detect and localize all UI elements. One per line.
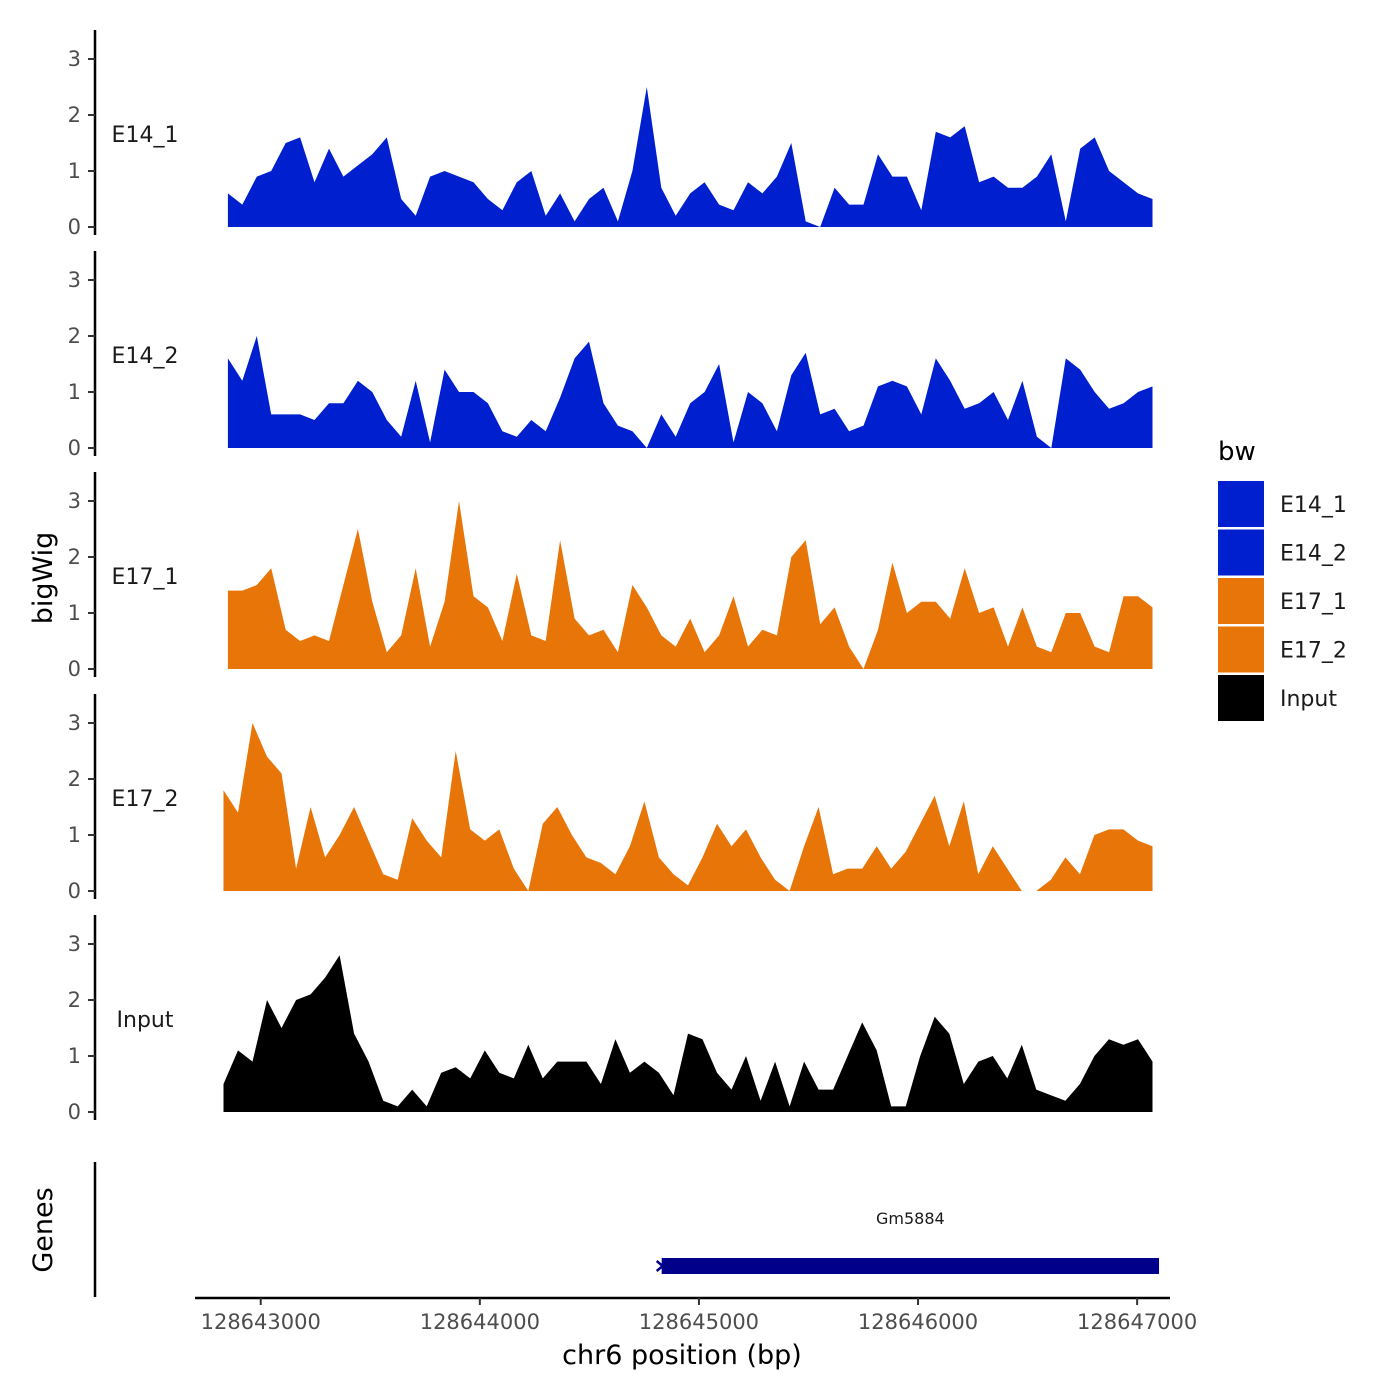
y-tick-label: 1: [68, 601, 81, 625]
track-label: E14_1: [112, 123, 179, 148]
track-label: E14_2: [112, 344, 179, 369]
x-tick-label: 128646000: [858, 1310, 978, 1334]
y-tick-label: 0: [68, 1100, 81, 1124]
track-E17_1: 0 1 2 3 E17_1: [68, 472, 1153, 681]
track-E14_2: 0 1 2 3 E14_2: [68, 251, 1153, 460]
legend-label-Input: Input: [1280, 687, 1337, 712]
track-label: E17_1: [112, 565, 179, 590]
genes-axis-title: Genes: [28, 1187, 59, 1272]
signal-area-E14_2: [227, 336, 1153, 448]
y-tick-label: 1: [68, 823, 81, 847]
legend-title: bw: [1218, 437, 1256, 467]
y-tick-label: 3: [68, 489, 81, 513]
y-tick-label: 1: [68, 159, 81, 183]
y-tick-label: 0: [68, 215, 81, 239]
gene-strand-mark: [655, 1260, 665, 1272]
y-tick-label: 2: [68, 988, 81, 1012]
legend-label-E17_2: E17_2: [1280, 639, 1347, 664]
legend-key-Input: [1218, 675, 1264, 721]
y-tick-label: 0: [68, 436, 81, 460]
x-tick-label: 128647000: [1077, 1310, 1197, 1334]
signal-area-E17_2: [223, 723, 1153, 891]
legend-key-E17_2: [1218, 626, 1264, 673]
y-tick-label: 3: [68, 932, 81, 956]
signal-area-Input: [223, 955, 1153, 1112]
signal-area-E17_1: [227, 501, 1153, 669]
signal-area-E14_1: [227, 87, 1153, 227]
y-axis-title: bigWig: [28, 532, 59, 625]
y-tick-label: 3: [68, 711, 81, 735]
y-tick-label: 1: [68, 380, 81, 404]
gene-label: Gm5884: [876, 1209, 945, 1228]
track-Input: 0 1 2 3 Input: [68, 915, 1153, 1124]
y-tick-label: 0: [68, 657, 81, 681]
legend-key-E14_1: [1218, 481, 1264, 527]
y-tick-label: 3: [68, 47, 81, 71]
x-tick-label: 128643000: [201, 1310, 321, 1334]
y-tick-label: 1: [68, 1044, 81, 1068]
y-tick-label: 3: [68, 268, 81, 292]
track-E14_1: 0 1 2 3 E14_1: [68, 30, 1153, 239]
legend-label-E14_2: E14_2: [1280, 542, 1347, 567]
legend-key-E17_1: [1218, 578, 1264, 624]
y-tick-label: 2: [68, 103, 81, 127]
y-tick-label: 0: [68, 879, 81, 903]
x-tick-label: 128644000: [420, 1310, 540, 1334]
track-label: Input: [117, 1008, 174, 1033]
legend-key-E14_2: [1218, 529, 1264, 576]
legend-label-E14_1: E14_1: [1280, 493, 1347, 518]
track-label: E17_2: [112, 787, 179, 812]
x-axis-title: chr6 position (bp): [562, 1340, 802, 1371]
y-tick-label: 2: [68, 324, 81, 348]
legend-label-E17_1: E17_1: [1280, 590, 1347, 615]
y-tick-label: 2: [68, 545, 81, 569]
tracks-layer: 0 1 2 3 E14_1 0 1 2 3 E14_2 0 1 2 3 E17_1 0 1 2 3 E17_2 0 1 2 3…: [68, 30, 1153, 1124]
legend: bw E14_1 E14_2 E17_1 E17_2 Input: [1218, 437, 1347, 721]
genes-layer: Gm5884: [93, 1162, 1160, 1297]
x-axis: 128643000 128644000 128645000 128646000 1286…: [195, 1296, 1197, 1334]
track-E17_2: 0 1 2 3 E17_2: [68, 694, 1153, 903]
gene-body: [661, 1258, 1160, 1274]
y-tick-label: 2: [68, 767, 81, 791]
x-tick-label: 128645000: [639, 1310, 759, 1334]
